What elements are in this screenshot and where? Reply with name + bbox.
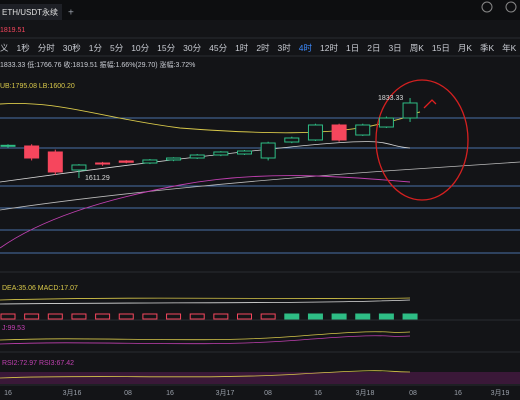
timeframe-button[interactable]: 1时	[235, 43, 249, 53]
candle-body	[71, 164, 87, 171]
timeframe-button[interactable]: 15日	[431, 43, 450, 53]
candle-body	[118, 160, 134, 163]
add-tab[interactable]: +	[68, 8, 74, 19]
timeframe-button[interactable]: 义	[0, 43, 9, 53]
candle-body	[0, 144, 16, 147]
x-tick-label: 16	[454, 390, 462, 397]
timeframe-button[interactable]: 5分	[109, 43, 124, 53]
timeframe-button[interactable]: 3日	[388, 43, 402, 53]
candle-body	[307, 124, 323, 141]
x-tick-label: 3月18	[356, 389, 375, 397]
timeframe-button[interactable]: 1日	[345, 43, 360, 53]
macd-bar	[118, 313, 134, 320]
boll-info: UB:1795.08 LB:1600.20	[0, 83, 75, 90]
macd-bar	[71, 313, 87, 320]
ohlc-info: 1833.33 低:1766.76 收:1819.51 振幅:1.66%(29.…	[0, 62, 196, 69]
candle-body	[402, 102, 418, 119]
macd-bar	[166, 313, 182, 320]
x-tick-label: 08	[264, 390, 272, 397]
macd-bar	[331, 313, 347, 320]
candle-body	[95, 162, 111, 165]
x-tick-label: 3月19	[491, 389, 510, 397]
macd-label: DEA:35.06 MACD:17.07	[2, 285, 78, 292]
timeframe-button[interactable]: 30分	[183, 43, 202, 53]
x-tick-label: 3月17	[216, 389, 235, 397]
annotation: 1611.29	[85, 175, 110, 182]
timeframe-button[interactable]: 10分	[131, 43, 150, 53]
last-price: 1819.51	[0, 27, 26, 34]
timeframe-button[interactable]: 12时	[320, 43, 338, 53]
macd-bar	[237, 313, 252, 320]
candle-body	[166, 157, 182, 161]
timeframe-button[interactable]: 年K	[502, 43, 517, 53]
x-tick-label: 08	[124, 390, 132, 397]
timeframe-button[interactable]: 15分	[157, 43, 176, 53]
macd-bar	[355, 313, 371, 320]
timeframe-button[interactable]: 4时	[298, 43, 313, 53]
candle-body	[355, 124, 371, 136]
x-tick-label: 16	[4, 390, 12, 397]
candle-body	[142, 159, 158, 164]
x-tick-label: 16	[166, 390, 174, 397]
candle-body	[237, 150, 252, 155]
candle-body	[24, 145, 40, 159]
timeframe-button[interactable]: 45分	[209, 43, 228, 53]
macd-bar	[0, 313, 16, 320]
macd-bar	[95, 313, 111, 320]
macd-bar	[213, 313, 229, 320]
macd-bar	[47, 313, 63, 320]
candle-body	[284, 137, 300, 143]
annotation: 1833.33	[378, 95, 403, 102]
candle-body	[331, 124, 347, 141]
timeframe-button[interactable]: 月K	[457, 43, 472, 53]
candle-body	[260, 142, 276, 159]
macd-bar	[24, 313, 40, 320]
macd-bar	[307, 313, 323, 320]
timeframe-button[interactable]: 3时	[277, 43, 291, 53]
kdj-label: J:99.53	[2, 325, 25, 332]
macd-bar	[142, 313, 158, 320]
timeframe-button[interactable]: 1分	[88, 43, 102, 53]
macd-bar	[402, 313, 418, 320]
timeframe-button[interactable]: 分时	[37, 43, 55, 53]
x-tick-label: 3月16	[63, 389, 82, 397]
toolbar: 义 1秒 分时 30秒 1分 5分 10分 15分 30分 45分 1时 2时 3时 4时 12时 1日 2日 3…	[0, 42, 520, 54]
candle-body	[378, 117, 394, 128]
macd-bar	[260, 313, 276, 320]
macd-bar	[378, 313, 394, 320]
timeframe-button[interactable]: 2时	[256, 43, 270, 53]
timeframe-button[interactable]: 周K	[409, 43, 424, 53]
macd-bar	[284, 313, 300, 320]
macd-bar	[189, 313, 205, 320]
tab-title[interactable]: ETH/USDT永续	[2, 7, 58, 17]
candle-body	[47, 151, 63, 173]
candle-body	[189, 154, 205, 159]
x-tick-label: 16	[314, 390, 322, 397]
timeframe-button[interactable]: 季K	[480, 43, 495, 53]
x-tick-label: 08	[409, 390, 417, 397]
timeframe-button[interactable]: 1秒	[16, 43, 30, 53]
candle-body	[213, 151, 229, 156]
rsi-label: RSI2:72.97 RSI3:67.42	[2, 360, 74, 367]
timeframe-button[interactable]: 2日	[367, 43, 381, 53]
timeframe-button[interactable]: 30秒	[62, 43, 81, 53]
